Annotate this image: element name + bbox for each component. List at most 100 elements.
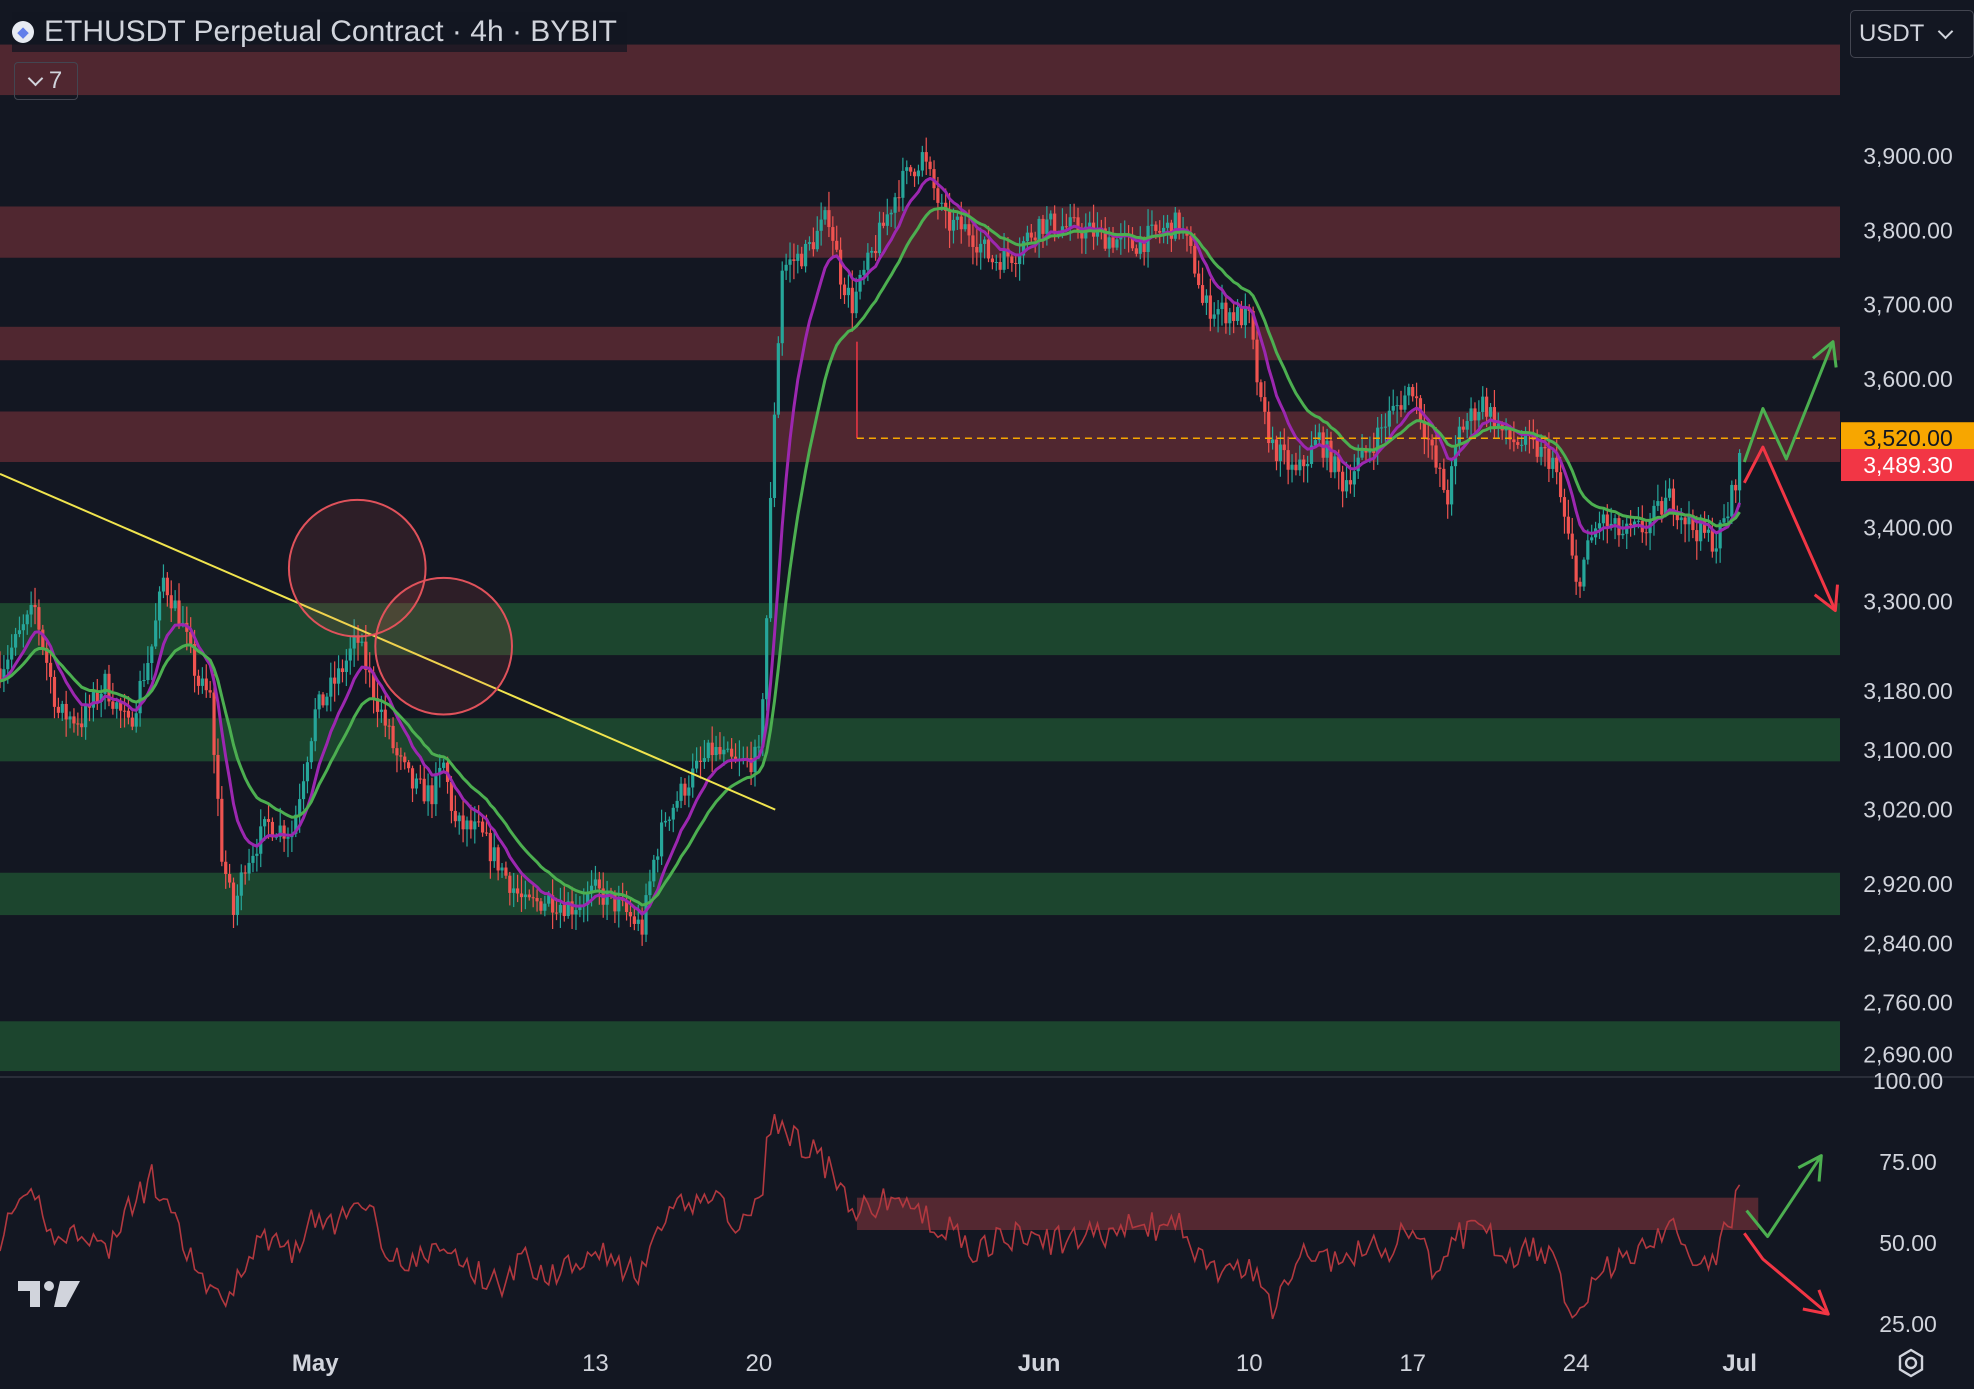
candle-body: [1309, 445, 1314, 464]
candle-body: [593, 879, 598, 886]
rsi-line: [0, 1114, 1741, 1320]
candle-body: [1002, 248, 1006, 270]
candle-body: [1154, 224, 1158, 231]
candle-body: [1457, 426, 1461, 446]
candle-body: [508, 875, 512, 893]
candle-body: [45, 647, 49, 663]
support-zone: [0, 603, 1840, 656]
candle-body: [1228, 312, 1232, 324]
candle-body: [1687, 514, 1691, 525]
candle-body: [352, 635, 356, 649]
candle-body: [916, 170, 921, 177]
candle-body: [1274, 439, 1279, 462]
candle-body: [1162, 227, 1166, 233]
candle-body: [282, 825, 286, 839]
candle-body: [831, 227, 835, 241]
candle-body: [115, 702, 119, 709]
candle-body: [169, 595, 173, 609]
candle-body: [21, 624, 25, 631]
candle-body: [877, 222, 882, 254]
candle-body: [107, 673, 111, 702]
candle-body: [1298, 459, 1302, 471]
candle-body: [189, 631, 193, 645]
candle-body: [496, 847, 500, 871]
candle-body: [1235, 307, 1240, 321]
candle-body: [247, 862, 251, 874]
candles-layer: [0, 137, 1742, 946]
candle-body: [298, 799, 302, 815]
price-tick-label: 2,690.00: [1863, 1042, 1953, 1068]
candle-body: [558, 904, 563, 913]
candle-body: [122, 710, 127, 712]
candle-body: [1049, 213, 1053, 220]
candle-body: [434, 773, 438, 805]
candle-body: [862, 269, 866, 275]
candle-body: [979, 243, 983, 253]
candle-body: [60, 703, 64, 713]
price-tick-label: 3,800.00: [1863, 217, 1953, 243]
candle-body: [270, 821, 275, 838]
candle-body: [375, 698, 380, 712]
candle-body: [959, 216, 963, 230]
candle-body: [1446, 489, 1450, 505]
candle-body: [41, 629, 45, 648]
ma-fast-line: [0, 176, 1742, 916]
candle-body: [17, 630, 22, 635]
candle-body: [391, 725, 395, 749]
candle-body: [624, 900, 629, 913]
candle-body: [842, 284, 847, 296]
chevron-down-icon: [1938, 23, 1954, 39]
candle-body: [313, 709, 317, 742]
candle-body: [1204, 295, 1209, 303]
key-level-label: 3,520.00: [1863, 425, 1953, 451]
candle-body: [835, 240, 839, 250]
candle-body: [29, 604, 33, 615]
candle-body: [1379, 427, 1384, 429]
price-tick-label: 3,600.00: [1863, 366, 1953, 392]
candle-body: [76, 723, 80, 725]
candle-body: [286, 837, 290, 839]
rsi-zone-layer: [856, 1197, 1759, 1231]
candle-body: [95, 690, 99, 703]
candle-body: [733, 756, 738, 761]
resistance-zone: [0, 206, 1840, 258]
candle-body: [1473, 408, 1477, 421]
candle-body: [1200, 285, 1205, 303]
candle-body: [216, 754, 220, 799]
candle-body: [329, 677, 333, 697]
candle-body: [1660, 501, 1664, 515]
candle-body: [1138, 239, 1142, 254]
candle-body: [730, 748, 734, 757]
settings-gear-icon[interactable]: [1896, 1348, 1926, 1378]
candle-body: [1539, 446, 1543, 457]
candle-body: [492, 847, 496, 862]
candle-body: [1006, 248, 1010, 257]
price-tick-label: 2,760.00: [1863, 990, 1953, 1016]
time-axis: May 13 20 Jun 10 17 24 Jul: [292, 1350, 1757, 1377]
candle-body: [1348, 480, 1353, 485]
candle-body: [597, 879, 601, 889]
candle-body: [301, 781, 306, 800]
indicators-collapse-button[interactable]: 7: [14, 62, 78, 100]
candle-body: [1512, 439, 1516, 443]
candle-body: [1165, 222, 1170, 228]
candle-body: [613, 892, 617, 912]
candle-body: [146, 663, 150, 681]
candle-body: [784, 264, 788, 271]
price-tick-label: 3,020.00: [1863, 797, 1953, 823]
candle-body: [364, 641, 368, 670]
candle-body: [947, 210, 952, 231]
candle-body: [372, 672, 376, 699]
candle-body: [589, 885, 594, 892]
currency-selector[interactable]: USDT: [1850, 10, 1974, 58]
candle-body: [1278, 444, 1282, 462]
candle-body: [667, 819, 671, 821]
candle-body: [278, 825, 282, 837]
candle-body: [1629, 523, 1633, 525]
candle-body: [1636, 520, 1641, 522]
candle-body: [881, 222, 886, 226]
resistance-zone: [0, 326, 1840, 361]
candle-body: [259, 826, 263, 854]
candle-body: [1644, 532, 1648, 534]
